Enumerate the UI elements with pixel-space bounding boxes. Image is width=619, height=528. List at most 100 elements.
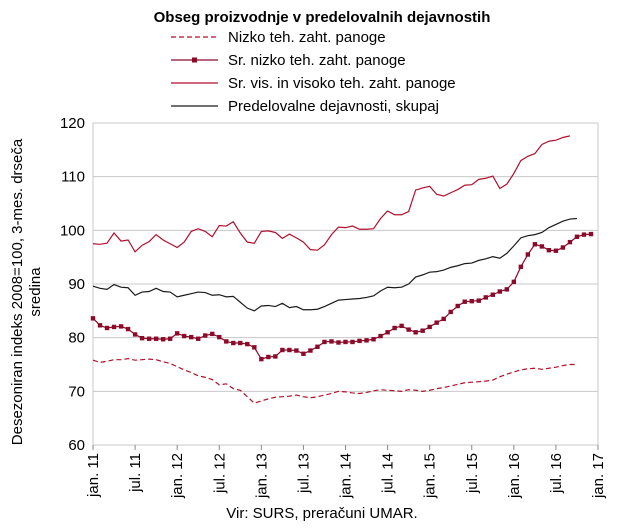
series-group <box>90 135 594 404</box>
series-marker <box>104 325 110 331</box>
x-tick-label: jul. 14 <box>380 453 397 494</box>
series-marker <box>539 244 545 249</box>
x-tick-label: jan. 15 <box>422 453 439 499</box>
series-marker <box>490 292 495 297</box>
x-tick-label: jan. 16 <box>506 453 523 499</box>
series-marker <box>336 340 341 345</box>
series-marker <box>378 333 383 339</box>
series-marker <box>455 303 460 309</box>
x-tick-label: jul. 13 <box>295 453 312 494</box>
series-marker <box>462 299 467 304</box>
x-tick-label: jul. 15 <box>464 453 481 494</box>
x-tick-label: jul. 11 <box>127 453 144 493</box>
series-marker <box>476 298 481 303</box>
series-marker <box>581 232 587 237</box>
series-marker <box>504 287 510 292</box>
series-marker <box>315 344 320 349</box>
y-axis-label-line1: Desezoniran indeks 2008=100, 3-mes. drse… <box>9 138 26 445</box>
series-marker <box>448 309 453 315</box>
series-marker <box>181 333 187 339</box>
series-marker <box>174 331 180 336</box>
series-line-0 <box>92 357 577 404</box>
series-marker <box>434 320 439 325</box>
legend-label-0: Nizko teh. zaht. panoge <box>228 29 386 46</box>
series-marker <box>118 324 124 329</box>
series-marker <box>350 339 355 345</box>
y-tick-label: 120 <box>60 115 85 132</box>
series-marker <box>427 324 432 330</box>
series-marker <box>364 338 369 343</box>
series-marker <box>553 248 559 253</box>
series-marker <box>196 336 201 341</box>
series-marker <box>167 336 173 341</box>
series-marker <box>574 234 580 239</box>
series-marker <box>203 333 208 338</box>
legend-label-1: Sr. nizko teh. zaht. panoge <box>228 52 406 69</box>
series-marker <box>371 337 376 342</box>
series-marker <box>518 264 524 270</box>
series-marker <box>238 340 243 346</box>
series-marker <box>287 347 292 353</box>
series-marker <box>511 279 517 285</box>
series-marker <box>273 354 278 359</box>
series-marker <box>399 323 404 329</box>
y-tick-label: 60 <box>68 437 85 454</box>
series-marker <box>322 339 327 345</box>
y-axis: 60 70 80 90 100 110 120 <box>60 115 85 454</box>
legend-label-2: Sr. vis. in visoko teh. zaht. panoge <box>228 75 456 92</box>
source-note: Vir: SURS, preračuni UMAR. <box>226 505 417 522</box>
series-marker <box>441 316 446 322</box>
series-marker <box>132 332 138 337</box>
y-tick-label: 90 <box>68 276 85 293</box>
series-marker <box>301 351 306 356</box>
series-marker <box>357 338 362 344</box>
series-marker <box>245 341 250 347</box>
x-tick-label: jul. 16 <box>548 453 565 494</box>
y-axis-label-line2: sredina <box>27 267 44 317</box>
series-marker <box>385 330 390 335</box>
series-line-2 <box>92 135 571 253</box>
series-marker <box>567 239 573 245</box>
x-tick-label: jul. 12 <box>211 453 228 494</box>
series-marker <box>259 356 264 362</box>
x-tick-label: jan. 12 <box>169 453 186 499</box>
series-marker <box>560 245 566 250</box>
series-marker <box>392 325 397 331</box>
series-marker <box>125 326 131 332</box>
y-tick-label: 110 <box>61 169 85 186</box>
legend-marker <box>192 57 197 63</box>
series-marker <box>231 340 236 346</box>
legend-label-3: Predelovalne dejavnosti, skupaj <box>228 98 439 115</box>
series-marker <box>111 324 117 330</box>
chart-title: Obseg proizvodnje v predelovalnih dejavn… <box>154 9 491 26</box>
series-marker <box>294 348 299 353</box>
grid <box>93 122 598 446</box>
series-marker <box>469 298 474 304</box>
series-marker <box>483 295 488 300</box>
series-marker <box>252 345 257 350</box>
y-tick-label: 80 <box>68 330 85 347</box>
y-tick-label: 100 <box>60 222 85 239</box>
series-marker <box>532 242 538 247</box>
series-marker <box>139 336 145 341</box>
series-line-1 <box>92 233 592 360</box>
series-marker <box>224 339 229 344</box>
x-tick-label: jan. 17 <box>590 453 607 499</box>
series-marker <box>497 289 503 294</box>
series-marker <box>90 316 96 321</box>
series-marker <box>525 252 531 257</box>
series-marker <box>210 331 215 337</box>
series-marker <box>97 323 103 328</box>
x-tick-label: jan. 14 <box>338 453 355 499</box>
series-marker <box>546 247 552 253</box>
y-tick-label: 70 <box>68 383 85 400</box>
series-marker <box>420 328 425 333</box>
series-marker <box>413 330 418 335</box>
legend: Nizko teh. zaht. panoge Sr. nizko teh. za… <box>171 29 456 115</box>
series-marker <box>406 327 411 332</box>
series-marker <box>146 336 152 341</box>
x-tick-label: jan. 11 <box>85 453 102 498</box>
series-marker <box>343 339 348 345</box>
series-line-3 <box>92 217 578 312</box>
